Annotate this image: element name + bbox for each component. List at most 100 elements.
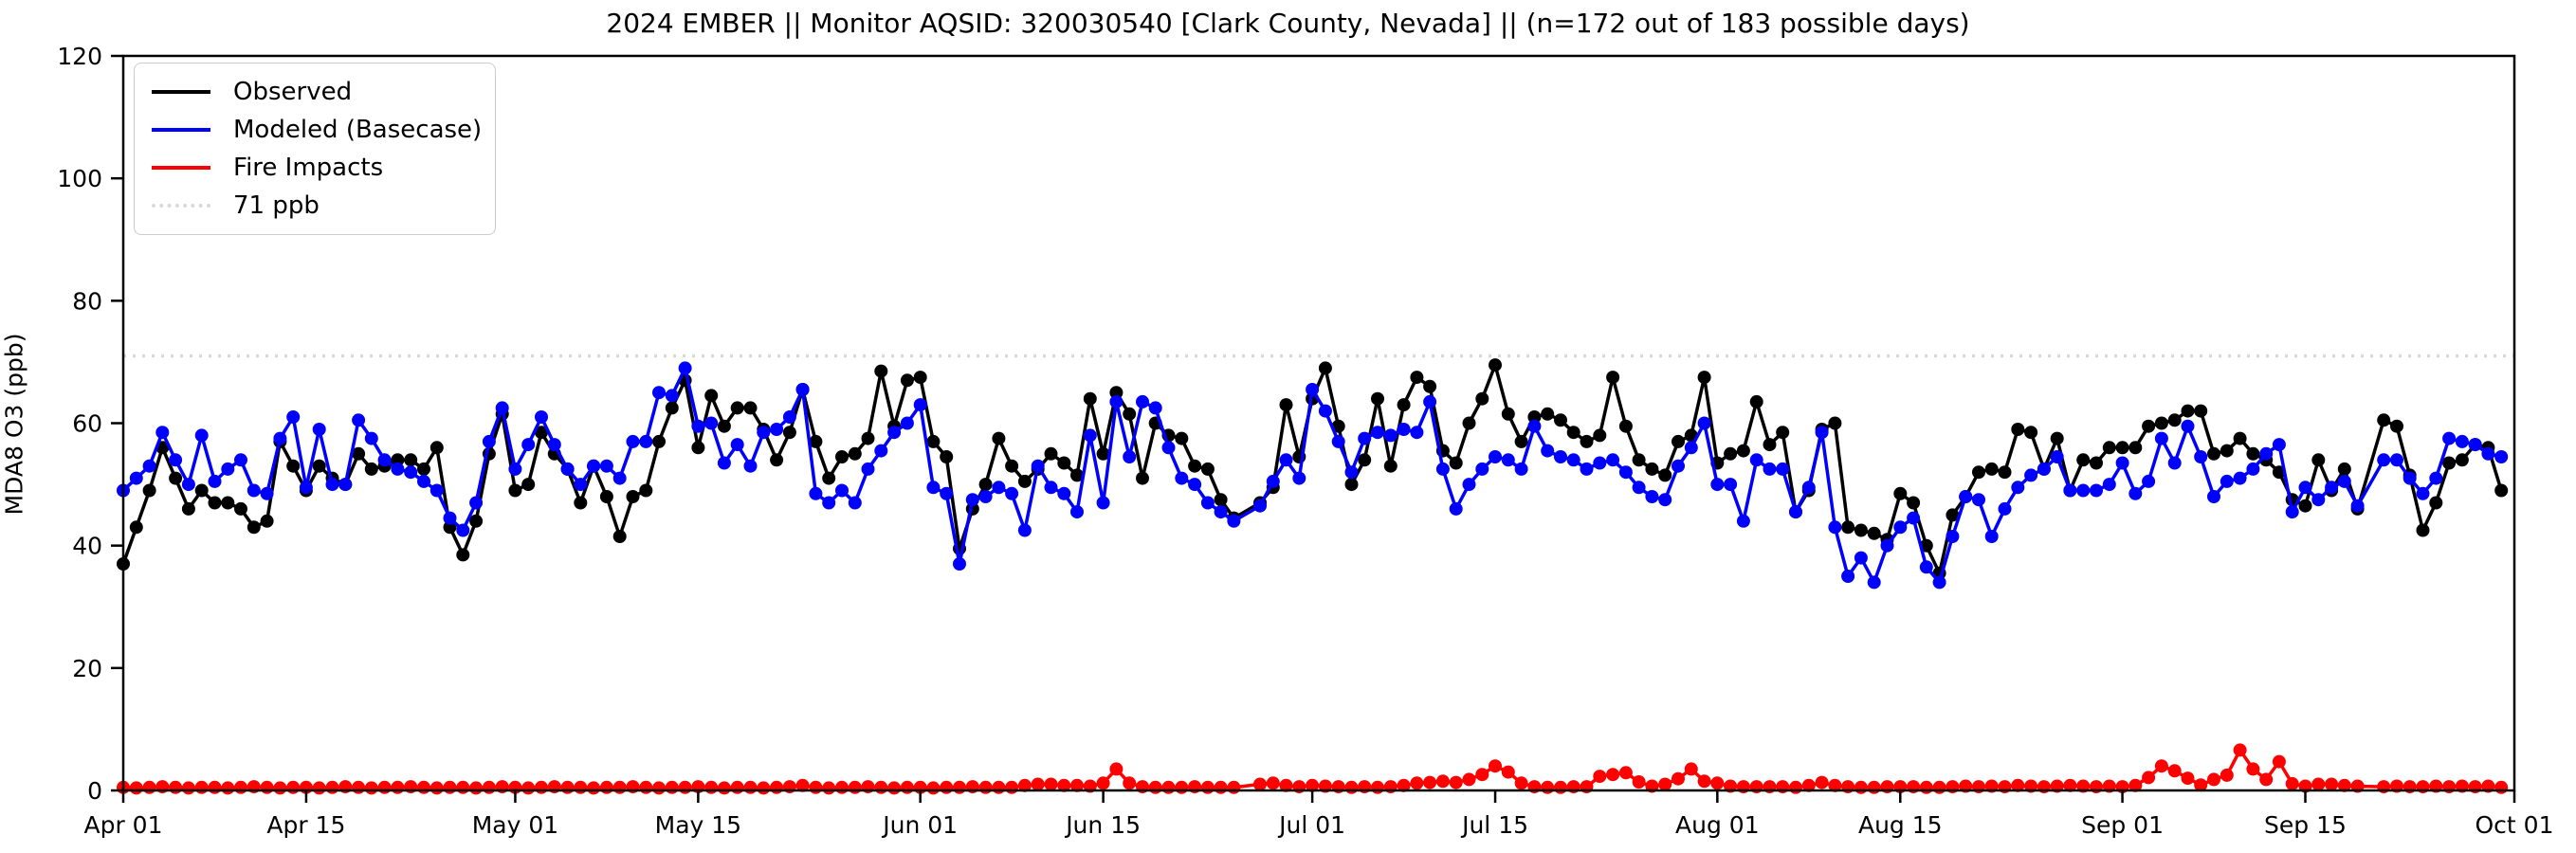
data-point xyxy=(1593,456,1607,470)
data-point xyxy=(1358,453,1372,467)
data-point xyxy=(2154,431,2168,445)
data-point xyxy=(1057,456,1071,470)
data-point xyxy=(1566,426,1580,440)
data-point xyxy=(574,496,588,510)
data-point xyxy=(325,478,339,492)
data-point xyxy=(2455,434,2469,448)
modeled-line-swatch xyxy=(152,128,210,132)
data-point xyxy=(1736,514,1750,528)
data-point xyxy=(992,431,1006,445)
data-point xyxy=(169,453,183,467)
data-point xyxy=(612,530,627,543)
data-point xyxy=(1541,780,1555,794)
data-point xyxy=(1253,777,1267,791)
data-point xyxy=(1200,780,1215,794)
data-point xyxy=(2468,438,2482,452)
data-point xyxy=(1435,462,1450,476)
data-point xyxy=(1423,394,1437,408)
data-point xyxy=(940,780,954,794)
data-point xyxy=(1227,780,1241,794)
data-point xyxy=(717,419,731,433)
data-point xyxy=(953,557,966,571)
data-point xyxy=(1214,493,1228,507)
data-point xyxy=(1828,778,1842,792)
data-point xyxy=(1514,776,1528,790)
data-point xyxy=(1306,778,1320,792)
data-point xyxy=(2024,468,2038,482)
data-point xyxy=(1749,394,1763,408)
data-point xyxy=(1123,407,1137,421)
data-point xyxy=(730,401,744,415)
data-point xyxy=(730,438,744,452)
data-point xyxy=(1096,446,1110,461)
data-point xyxy=(1972,493,1985,507)
data-point xyxy=(1514,462,1528,476)
data-point xyxy=(1554,450,1567,463)
data-point xyxy=(1175,780,1189,794)
data-point xyxy=(1736,444,1750,458)
data-point xyxy=(1632,453,1646,467)
data-point xyxy=(953,780,966,794)
data-point xyxy=(2142,474,2156,488)
data-point xyxy=(2285,776,2299,790)
data-point xyxy=(443,780,457,794)
data-point xyxy=(508,462,522,476)
data-point xyxy=(1475,768,1489,782)
data-point xyxy=(1397,778,1411,792)
data-point xyxy=(194,780,209,794)
data-point xyxy=(221,496,235,510)
data-point xyxy=(1383,428,1398,443)
data-point xyxy=(587,459,601,473)
data-point xyxy=(142,780,156,794)
data-point xyxy=(965,493,979,507)
data-point xyxy=(2233,471,2247,485)
data-point xyxy=(129,781,143,795)
data-point xyxy=(1632,775,1646,789)
data-point xyxy=(273,781,287,795)
data-point xyxy=(2494,450,2509,463)
data-point xyxy=(2050,431,2064,445)
data-point xyxy=(2442,431,2457,445)
data-point xyxy=(1606,371,1620,385)
x-tick-label: Apr 01 xyxy=(83,811,162,839)
data-point xyxy=(364,431,378,445)
data-point xyxy=(1724,478,1738,492)
data-point xyxy=(391,780,405,794)
data-point xyxy=(743,459,758,473)
x-tick-label: Apr 15 xyxy=(266,811,345,839)
data-point xyxy=(1344,465,1359,480)
data-point xyxy=(404,453,418,467)
data-point xyxy=(273,431,287,445)
data-point xyxy=(1462,772,1476,787)
data-point xyxy=(1096,496,1110,510)
y-tick-label: 120 xyxy=(57,43,102,70)
legend-label-modeled: Modeled (Basecase) xyxy=(233,116,483,144)
data-point xyxy=(874,364,888,378)
data-point xyxy=(2154,759,2168,773)
fire-line-swatch xyxy=(152,166,210,170)
data-point xyxy=(730,780,744,794)
data-point xyxy=(1475,462,1489,476)
data-point xyxy=(626,490,640,503)
data-point xyxy=(2246,462,2260,476)
data-point xyxy=(2076,453,2091,467)
data-point xyxy=(1148,780,1162,794)
data-point xyxy=(612,471,627,485)
data-point xyxy=(574,478,588,492)
data-point xyxy=(1946,530,1960,543)
data-point xyxy=(1005,486,1019,500)
data-point xyxy=(1489,450,1502,463)
data-point xyxy=(913,398,927,412)
data-point xyxy=(795,383,810,396)
data-point xyxy=(469,496,484,510)
y-tick-label: 40 xyxy=(72,533,102,560)
data-point xyxy=(1044,481,1058,495)
data-point xyxy=(2037,462,2051,476)
data-point xyxy=(2390,453,2403,467)
data-point xyxy=(1266,474,1280,488)
data-point xyxy=(2390,419,2403,433)
data-point xyxy=(626,434,640,448)
data-point xyxy=(1815,775,1829,789)
data-point xyxy=(208,496,222,510)
